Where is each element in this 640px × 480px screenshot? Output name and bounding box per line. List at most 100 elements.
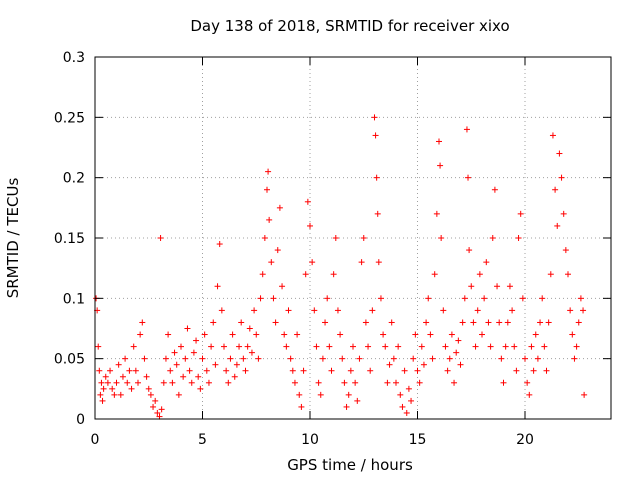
chart-title: Day 138 of 2018, SRMTID for receiver xix… [190,17,509,35]
data-point [560,210,567,217]
data-point [107,367,114,374]
data-point [352,379,359,386]
data-point [227,355,234,362]
data-point [500,379,507,386]
data-point [339,355,346,362]
data-point [326,343,333,350]
data-point [257,295,264,302]
data-point [264,186,270,193]
data-point [223,367,230,374]
data-point [483,259,490,266]
data-point [470,319,477,326]
data-point [453,349,460,356]
data-point [296,391,303,398]
data-point [362,319,369,326]
data-point [519,295,526,302]
data-point [371,114,378,121]
data-point [399,403,406,410]
data-point [577,295,584,302]
data-point [382,343,389,350]
data-point [374,210,381,217]
data-point [459,319,466,326]
data-point [208,343,215,350]
data-point [448,331,455,338]
data-point [526,391,533,398]
data-point [139,319,146,326]
data-point [141,355,148,362]
data-point [169,379,176,386]
data-point [182,355,189,362]
data-point [537,319,544,326]
data-point [128,385,135,392]
data-point [201,331,208,338]
data-point [167,367,174,374]
data-point [117,391,124,398]
data-point [356,355,363,362]
data-point [205,379,212,386]
data-point [476,271,483,278]
data-point [147,391,154,398]
data-point [375,259,382,266]
data-point [104,379,111,386]
data-point [242,367,249,374]
y-tick-label: 0.15 [54,231,85,247]
data-point [408,397,415,404]
data-point [395,343,402,350]
data-point [479,331,485,338]
data-point [95,343,102,350]
data-point [571,355,578,362]
data-point [373,174,380,181]
data-point [517,210,524,217]
data-point [259,271,266,278]
data-point [549,132,556,139]
data-point [244,343,251,350]
data-point [530,367,537,374]
data-point [162,355,169,362]
data-point [403,409,410,416]
data-point [197,385,204,392]
data-point [341,379,348,386]
data-point [494,283,501,290]
data-point [420,361,427,368]
data-point [528,343,535,350]
data-point [119,373,126,380]
data-point [350,343,356,350]
data-point [567,307,574,314]
data-point [186,367,193,374]
data-point [565,271,571,278]
data-point [285,307,292,314]
data-point [554,222,561,229]
data-point [193,337,200,344]
data-point [388,319,395,326]
x-axis-label: GPS time / hours [287,456,413,474]
data-point [552,186,559,193]
data-point [491,186,498,193]
data-point [111,391,118,398]
y-tick-label: 0.2 [63,171,85,187]
data-point [272,319,279,326]
x-tick-label: 5 [198,432,207,448]
data-point [238,319,245,326]
data-point [253,331,260,338]
data-point [221,343,227,350]
data-point [524,379,531,386]
data-point [157,235,164,241]
data-point [347,367,354,374]
data-point [332,235,339,241]
data-point [522,355,528,362]
data-point [255,355,262,362]
data-point [485,319,492,326]
data-point [444,367,451,374]
data-point [504,319,511,326]
data-point [573,343,580,350]
data-point [294,331,301,338]
data-point [132,367,139,374]
data-point [425,295,432,302]
data-point [472,343,479,350]
data-point [496,319,503,326]
data-point [203,367,210,374]
data-point [287,355,294,362]
data-point [251,307,258,314]
data-point [575,319,582,326]
data-point [440,307,447,314]
